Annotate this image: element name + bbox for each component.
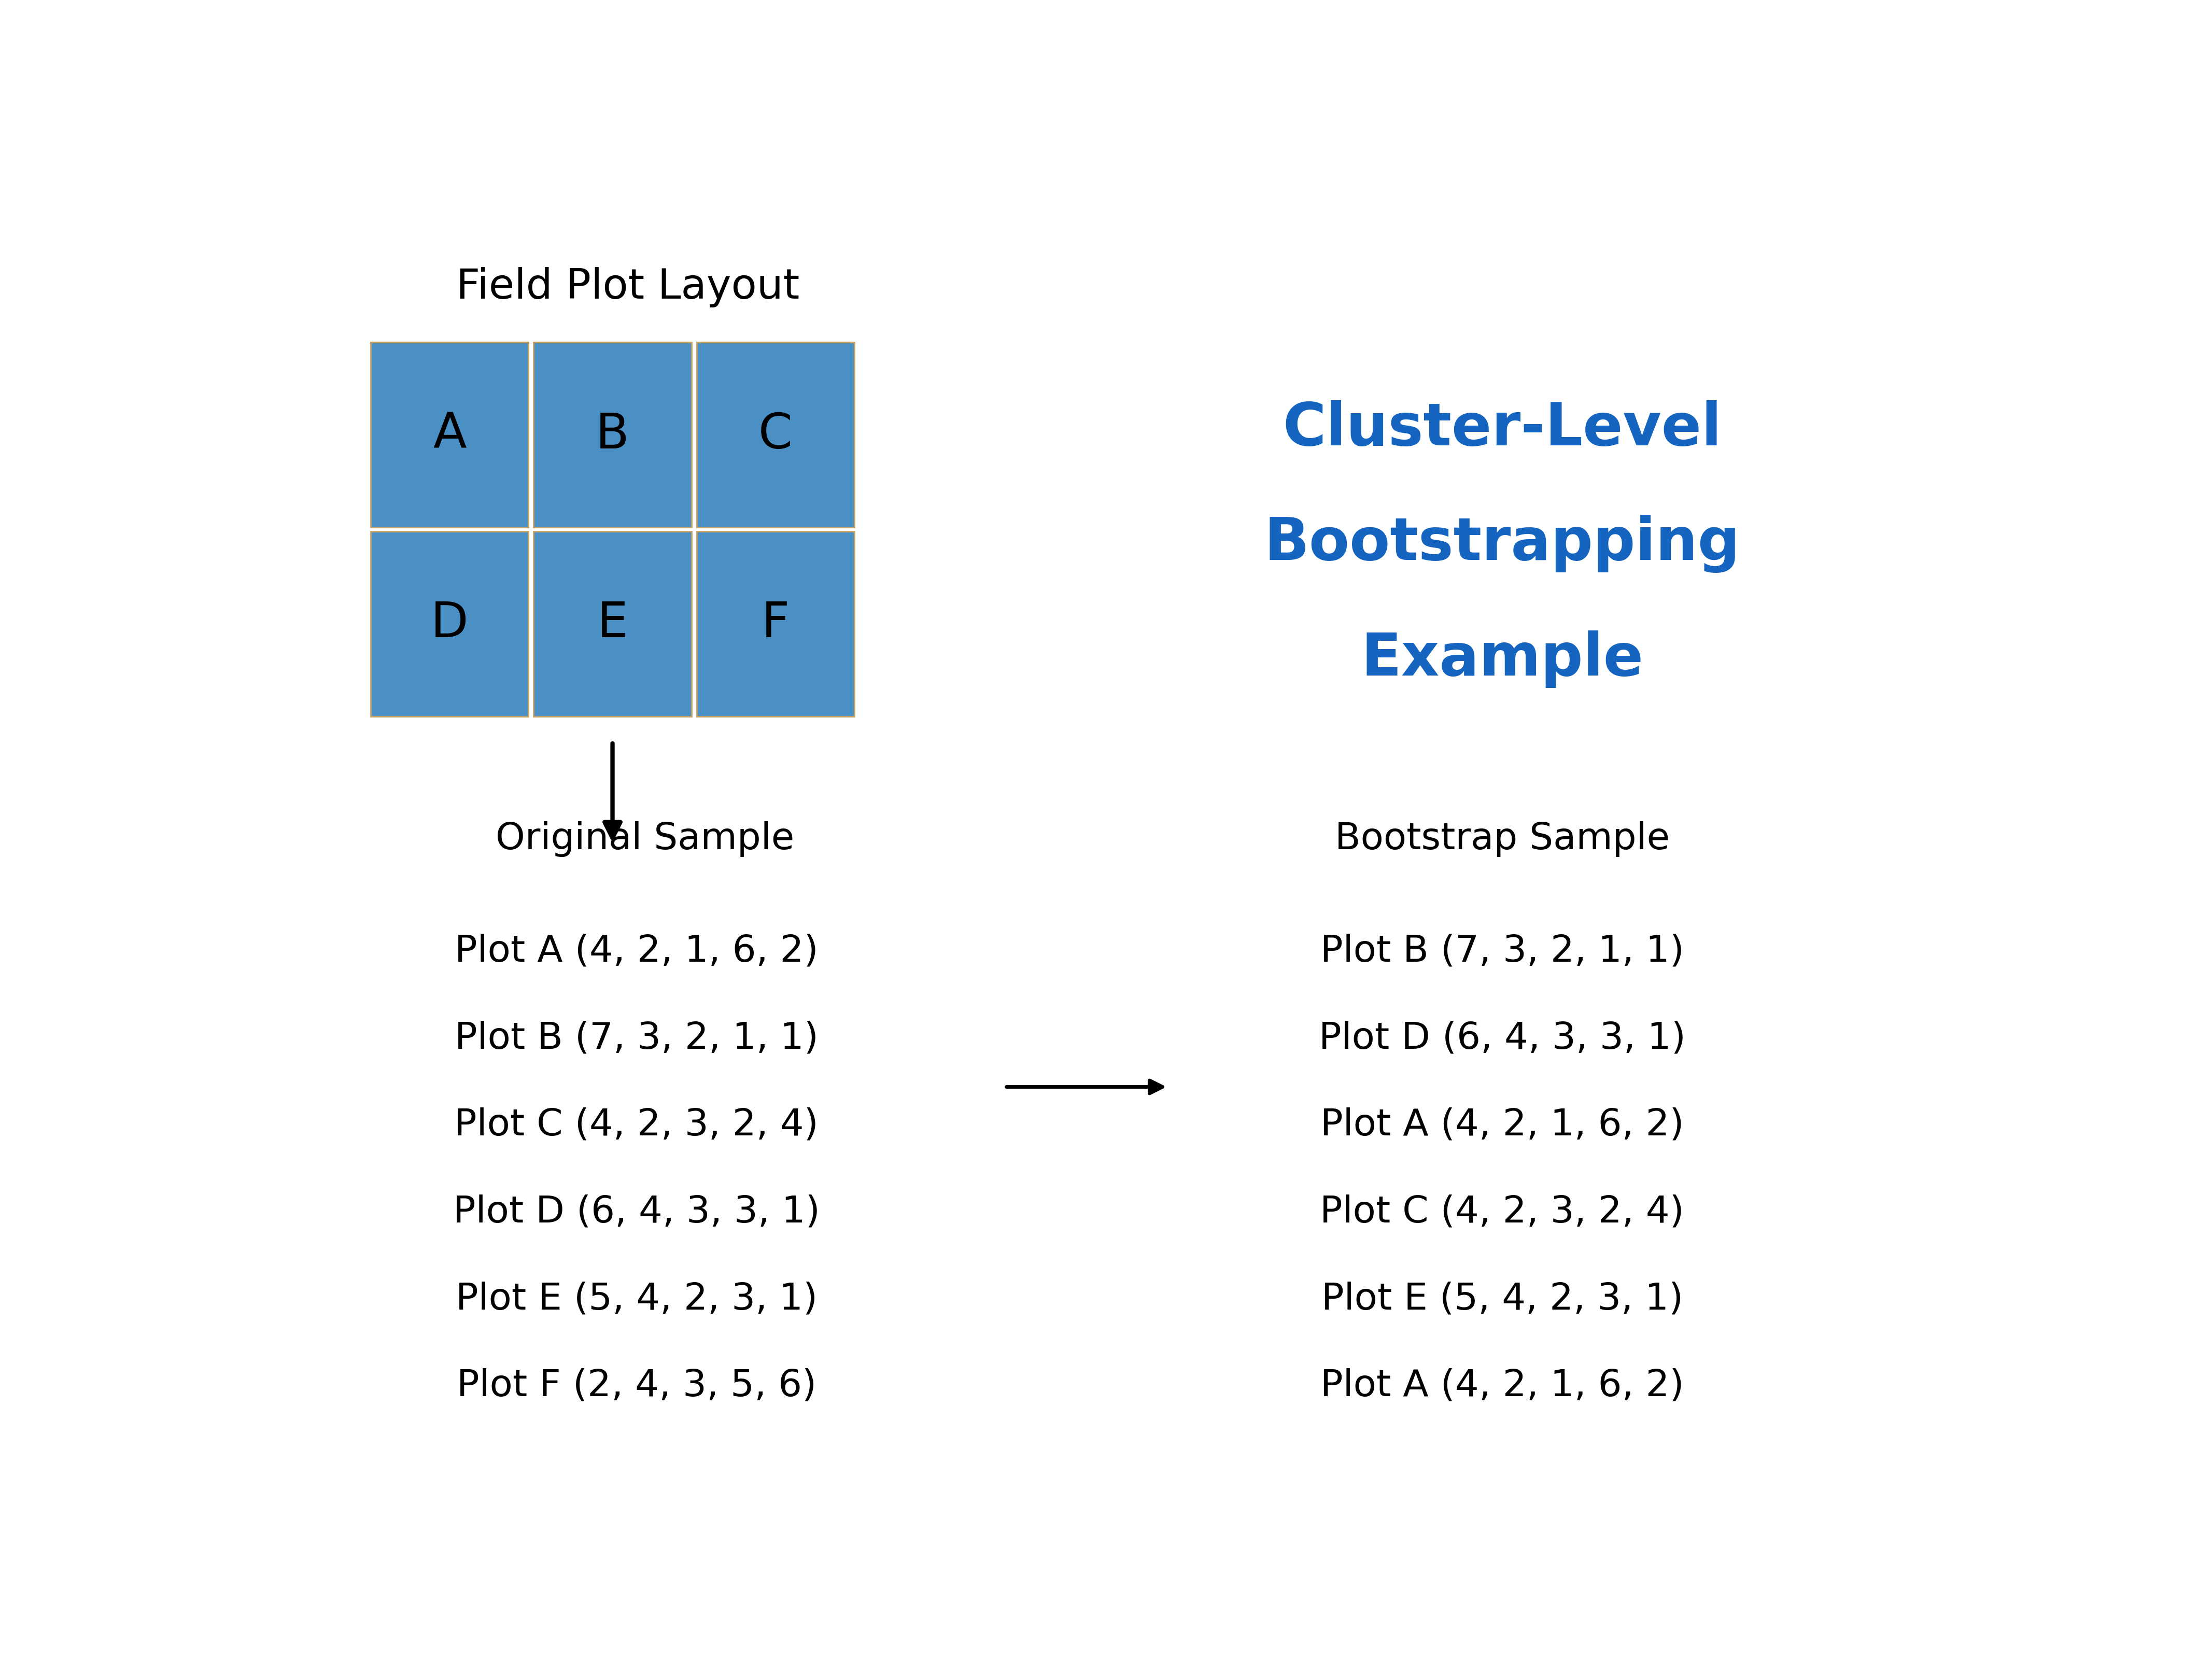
Bar [697, 531, 854, 717]
Text: F: F [761, 601, 790, 647]
Text: Plot E (5, 4, 2, 3, 1): Plot E (5, 4, 2, 3, 1) [456, 1281, 818, 1317]
Text: Plot D (6, 4, 3, 3, 1): Plot D (6, 4, 3, 3, 1) [1318, 1020, 1686, 1057]
Text: A: A [434, 411, 467, 458]
Text: Plot A (4, 2, 1, 6, 2): Plot A (4, 2, 1, 6, 2) [456, 934, 818, 969]
Text: Cluster-Level: Cluster-Level [1283, 400, 1721, 458]
Text: Plot D (6, 4, 3, 3, 1): Plot D (6, 4, 3, 3, 1) [453, 1194, 821, 1229]
Text: Plot F (2, 4, 3, 5, 6): Plot F (2, 4, 3, 5, 6) [456, 1369, 816, 1404]
Text: E: E [597, 601, 628, 647]
Text: Bootstrapping: Bootstrapping [1265, 514, 1741, 572]
Text: Plot C (4, 2, 3, 2, 4): Plot C (4, 2, 3, 2, 4) [453, 1107, 818, 1143]
Text: Plot B (7, 3, 2, 1, 1): Plot B (7, 3, 2, 1, 1) [456, 1020, 818, 1057]
Text: Bootstrap Sample: Bootstrap Sample [1334, 821, 1670, 858]
Text: Plot E (5, 4, 2, 3, 1): Plot E (5, 4, 2, 3, 1) [1321, 1281, 1683, 1317]
Bar [533, 342, 692, 528]
Bar [372, 342, 529, 528]
Bar [533, 531, 692, 717]
Text: Plot A (4, 2, 1, 6, 2): Plot A (4, 2, 1, 6, 2) [1321, 1369, 1683, 1404]
Bar [372, 531, 529, 717]
Text: Plot C (4, 2, 3, 2, 4): Plot C (4, 2, 3, 2, 4) [1321, 1194, 1683, 1229]
Text: Field Plot Layout: Field Plot Layout [456, 267, 799, 307]
Text: Plot A (4, 2, 1, 6, 2): Plot A (4, 2, 1, 6, 2) [1321, 1107, 1683, 1143]
Bar [697, 342, 854, 528]
Text: Original Sample: Original Sample [495, 821, 794, 858]
Text: D: D [431, 601, 469, 647]
Text: Plot B (7, 3, 2, 1, 1): Plot B (7, 3, 2, 1, 1) [1321, 934, 1683, 969]
Text: Example: Example [1360, 630, 1644, 688]
Text: B: B [595, 411, 630, 458]
Text: C: C [759, 411, 792, 458]
